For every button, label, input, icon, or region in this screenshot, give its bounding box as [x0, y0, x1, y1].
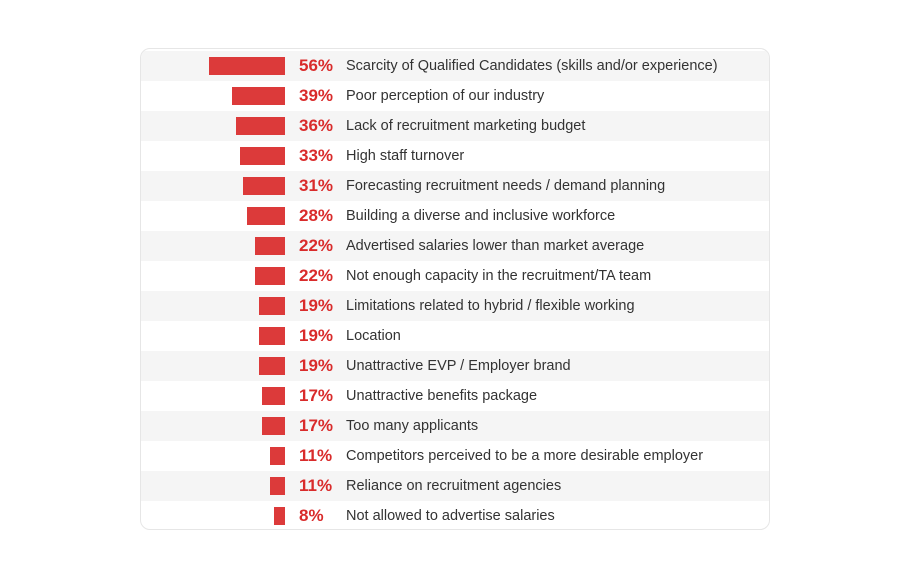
value-label: 39% [299, 86, 334, 105]
bar [261, 417, 285, 435]
bar-row: 56% Scarcity of Qualified Candidates (ski… [141, 51, 769, 81]
value-label: 11% [299, 476, 333, 495]
category-label: Reliance on recruitment agencies [346, 478, 562, 494]
bar-row: 11% Reliance on recruitment agencies [141, 471, 769, 501]
category-label: Competitors perceived to be a more desir… [346, 448, 704, 464]
category-label: Lack of recruitment marketing budget [346, 118, 586, 134]
bar [259, 357, 285, 375]
chart-card: 56% Scarcity of Qualified Candidates (ski… [140, 48, 770, 530]
bar-row: 17% Too many applicants [141, 411, 769, 441]
category-label: Scarcity of Qualified Candidates (skills… [346, 58, 718, 74]
bar-row: 28% Building a diverse and inclusive work… [141, 201, 769, 231]
bar [255, 267, 285, 285]
bar-row: 22% Not enough capacity in the recruitmen… [141, 261, 769, 291]
category-label: Advertised salaries lower than market av… [346, 238, 645, 254]
bar-row: 36% Lack of recruitment marketing budget [141, 111, 769, 141]
value-label: 31% [299, 176, 334, 195]
bar [255, 237, 285, 255]
value-label: 33% [299, 146, 334, 165]
category-label: Forecasting recruitment needs / demand p… [346, 178, 666, 194]
bar-row: 19% Unattractive EVP / Employer brand [141, 351, 769, 381]
category-label: High staff turnover [346, 148, 465, 164]
value-label: 19% [299, 296, 334, 315]
value-label: 22% [299, 236, 334, 255]
bar [232, 87, 285, 105]
category-label: Not enough capacity in the recruitment/T… [346, 268, 652, 284]
bar [242, 177, 285, 195]
bar-row: 17% Unattractive benefits package [141, 381, 769, 411]
category-label: Location [346, 328, 401, 344]
value-label: 22% [299, 266, 334, 285]
value-label: 19% [299, 326, 334, 345]
bar [209, 57, 285, 75]
category-label: Not allowed to advertise salaries [346, 508, 555, 524]
value-label: 8% [299, 506, 324, 525]
value-label: 19% [299, 356, 334, 375]
bar-row: 11% Competitors perceived to be a more de… [141, 441, 769, 471]
value-label: 17% [299, 386, 334, 405]
bar-row: 22% Advertised salaries lower than market… [141, 231, 769, 261]
bar-row: 8% Not allowed to advertise salaries [141, 501, 769, 529]
value-label: 28% [299, 206, 334, 225]
category-label: Too many applicants [346, 418, 479, 434]
bar-row: 19% Limitations related to hybrid / flexi… [141, 291, 769, 321]
bar-row: 19% Location [141, 321, 769, 351]
bar [261, 387, 285, 405]
bar [247, 207, 285, 225]
value-label: 36% [299, 116, 334, 135]
bar [274, 507, 285, 525]
category-label: Limitations related to hybrid / flexible… [346, 298, 635, 314]
bar-row: 31% Forecasting recruitment needs / deman… [141, 171, 769, 201]
category-label: Poor perception of our industry [346, 88, 545, 104]
bar [259, 297, 285, 315]
category-label: Unattractive EVP / Employer brand [346, 358, 571, 374]
value-label: 11% [299, 446, 333, 465]
bar [236, 117, 285, 135]
category-label: Unattractive benefits package [346, 388, 538, 404]
bar-row: 39% Poor perception of our industry [141, 81, 769, 111]
bar [270, 447, 285, 465]
bar [259, 327, 285, 345]
bar-row: 33% High staff turnover [141, 141, 769, 171]
chart-rows: 56% Scarcity of Qualified Candidates (ski… [141, 51, 769, 529]
bar [240, 147, 285, 165]
bar [270, 477, 285, 495]
category-label: Building a diverse and inclusive workfor… [346, 208, 616, 224]
value-label: 56% [299, 56, 334, 75]
value-label: 17% [299, 416, 334, 435]
